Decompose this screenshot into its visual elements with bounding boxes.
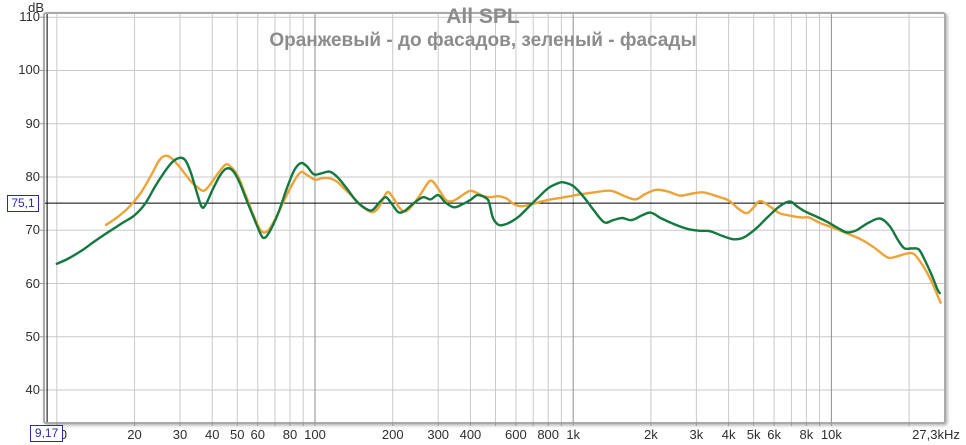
y-axis-tick-label: 40 <box>25 382 40 398</box>
x-axis-tick-label: 100 <box>304 427 326 442</box>
y-axis-tick-label: 70 <box>25 222 40 238</box>
x-axis-tick-label: 2k <box>644 427 658 442</box>
x-axis-tick-label: 20 <box>127 427 142 442</box>
x-axis-tick-label: 600 <box>505 427 527 442</box>
x-axis-tick-label: 80 <box>282 427 298 442</box>
series-line-green <box>55 156 941 295</box>
y-axis-tick-label: 100 <box>18 62 40 78</box>
y-axis-tick-label: 60 <box>25 275 40 291</box>
x-axis-tick-label: 60 <box>250 427 265 442</box>
x-axis-tick-label: 5k <box>746 427 761 442</box>
x-axis-tick-label: 300 <box>427 427 450 442</box>
x-axis-tick-label: 10k <box>820 427 842 442</box>
plot-canvas[interactable] <box>40 14 944 426</box>
x-axis-tick-label: 4k <box>721 427 736 442</box>
axis-tick-marks <box>40 16 910 426</box>
x-axis-tick-label: 50 <box>230 427 245 442</box>
cursor-level-readout: 75,1 <box>7 195 39 213</box>
y-axis-tick-label: 50 <box>25 328 40 344</box>
y-axis-tick-label: 90 <box>25 115 40 131</box>
y-axis-tick-label: 110 <box>19 9 40 25</box>
series-line-orange <box>104 154 942 304</box>
cursor-frequency-readout: 9,17 <box>30 425 64 442</box>
x-axis-tick-label: 3k <box>689 427 704 442</box>
y-axis-tick-label: 80 <box>25 168 40 184</box>
x-axis-tick-label: 30 <box>172 427 188 442</box>
plot-area[interactable] <box>40 12 946 426</box>
x-axis-tick-label: 1k <box>566 427 581 442</box>
chart-title: All SPL <box>446 5 520 28</box>
x-axis-tick-label: 6k <box>767 427 781 442</box>
y-axis-unit-label: dB <box>28 0 44 15</box>
x-axis-tick-label: 27,3kHz <box>912 427 960 442</box>
x-axis-tick-label: 800 <box>537 427 560 442</box>
x-axis-tick-label: 400 <box>459 427 482 442</box>
grid-vertical <box>56 14 910 422</box>
grid-horizontal <box>45 16 944 391</box>
x-axis-tick-label: 8k <box>799 427 814 442</box>
x-axis-tick-label: 200 <box>381 427 404 442</box>
x-axis-tick-label: 40 <box>205 427 220 442</box>
chart-subtitle: Оранжевый - до фасадов, зеленый - фасады <box>269 30 697 51</box>
